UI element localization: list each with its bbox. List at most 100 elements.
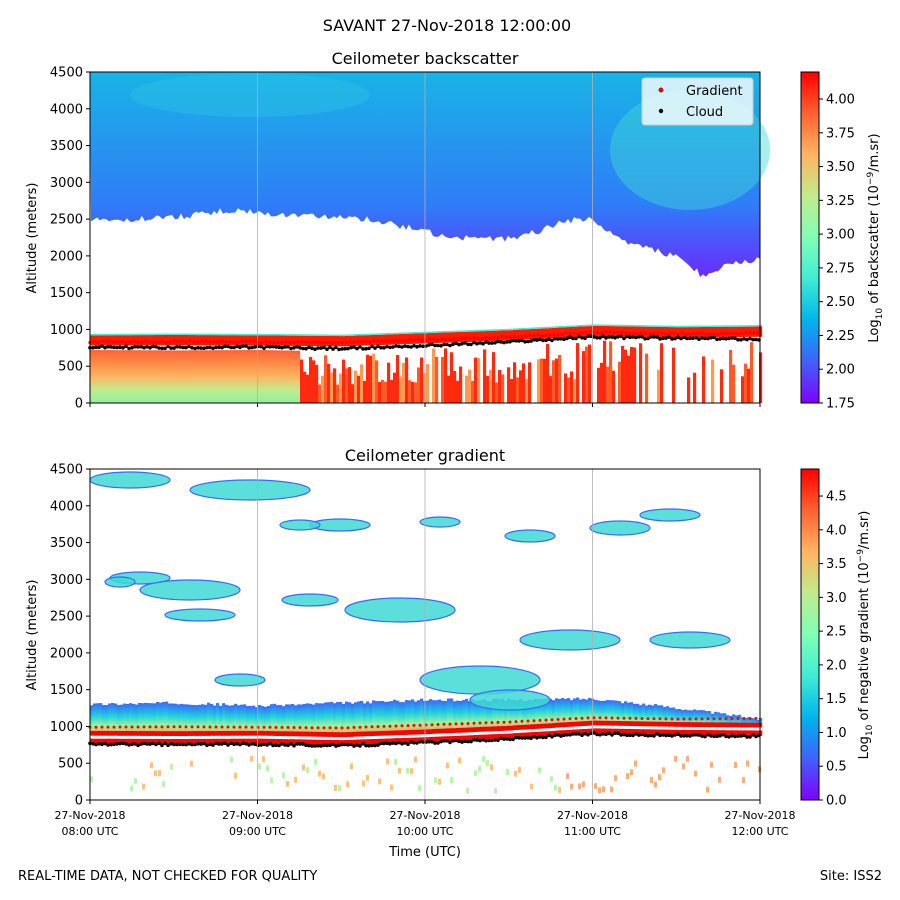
gradient-gap <box>207 735 211 739</box>
gradient-gap <box>255 735 259 739</box>
gradient-marker <box>700 717 704 721</box>
gradient-marker <box>676 332 680 336</box>
cloud-marker <box>295 742 299 746</box>
cloud-marker <box>121 741 125 746</box>
colorbar-tick-label: 3.25 <box>826 194 855 209</box>
gradient-marker <box>172 725 176 729</box>
cloud-marker <box>229 741 233 746</box>
cloud-marker <box>142 741 146 746</box>
aerosol-layer-band <box>102 335 106 346</box>
layer-top-edge <box>234 333 238 336</box>
gradient-marker <box>730 717 734 721</box>
gradient-layer-column <box>351 703 355 746</box>
aerosol-layer-band <box>756 326 760 337</box>
gradient-gap <box>342 737 346 741</box>
layer-top-edge <box>339 334 343 337</box>
boundary-layer-column <box>759 352 763 403</box>
gradient-layer-column <box>141 703 145 745</box>
upper-cloud-patch <box>281 593 339 607</box>
layer-top-edge <box>267 333 271 336</box>
gradient-gap <box>645 726 649 730</box>
cloud-marker <box>97 345 101 350</box>
cloud-marker <box>658 733 662 738</box>
colorbar-tick-label: 2.25 <box>826 329 855 344</box>
boundary-layer-column <box>435 356 439 403</box>
x-tick-label-date: 27-Nov-2018 <box>724 809 795 822</box>
cloud-marker <box>406 742 410 746</box>
boundary-layer-column <box>660 343 664 403</box>
lower-gradient-return <box>482 756 485 762</box>
gradient-gap <box>267 735 271 739</box>
cloud-marker <box>583 336 587 341</box>
gradient-marker <box>116 339 120 344</box>
gradient-layer-column <box>186 704 190 745</box>
gradient-marker <box>624 331 628 335</box>
gradient-marker <box>144 339 148 343</box>
boundary-layer-column <box>240 350 244 403</box>
gradient-marker <box>742 717 746 720</box>
gradient-layer-column <box>276 705 280 745</box>
lower-gradient-return <box>686 755 689 762</box>
cloud-marker <box>679 734 683 738</box>
boundary-layer-column <box>135 350 139 403</box>
gradient-layer-column <box>120 704 124 745</box>
gradient-gap <box>528 729 532 733</box>
gradient-gap <box>210 735 214 739</box>
gradient-marker <box>604 716 608 720</box>
cloud-marker <box>397 740 401 745</box>
gradient-marker <box>286 725 290 729</box>
cloud-marker <box>727 735 731 739</box>
boundary-layer-column <box>495 382 499 403</box>
boundary-layer-column <box>228 350 232 403</box>
gradient-marker <box>304 726 308 730</box>
boundary-layer-column <box>393 372 397 403</box>
cloud-marker <box>388 741 392 746</box>
cloud-marker <box>547 337 551 342</box>
x-tick-label-date: 27-Nov-2018 <box>389 809 460 822</box>
gradient-plot-area <box>88 471 763 794</box>
cloud-marker <box>565 336 569 341</box>
boundary-layer-column <box>327 363 331 403</box>
cloud-marker <box>304 346 308 351</box>
cloud-marker <box>343 742 347 747</box>
gradient-gap <box>564 727 568 731</box>
boundary-layer-column <box>345 368 349 403</box>
gradient-marker <box>238 725 242 729</box>
gradient-gap <box>453 732 457 736</box>
cloud-marker <box>301 346 305 351</box>
boundary-layer-column <box>498 370 502 403</box>
layer-top-edge <box>735 325 739 327</box>
cloud-marker <box>328 345 332 350</box>
cloud-marker <box>652 734 656 738</box>
gradient-gap <box>279 736 283 739</box>
layer-top-edge <box>402 332 406 334</box>
gradient-layer-column <box>234 703 238 745</box>
gradient-marker <box>208 340 212 344</box>
gradient-gap <box>615 725 619 729</box>
layer-top-edge <box>714 325 718 327</box>
cloud-marker <box>709 335 713 340</box>
gradient-layer-column <box>213 705 217 745</box>
gradient-gap <box>429 734 433 737</box>
lower-gradient-return <box>450 777 453 784</box>
lower-gradient-return <box>650 777 653 783</box>
layer-top-edge <box>123 333 127 336</box>
gradient-gap <box>567 726 571 730</box>
layer-top-edge <box>327 334 331 336</box>
gradient-gap <box>195 735 199 739</box>
gradient-gap <box>597 725 601 729</box>
boundary-layer-column <box>153 350 157 403</box>
gradient-gap <box>315 736 319 740</box>
boundary-layer-column <box>369 355 373 403</box>
layer-top-edge <box>516 328 520 330</box>
cloud-marker <box>439 344 443 348</box>
gradient-layer-column <box>189 704 193 745</box>
layer-top-edge <box>657 325 661 327</box>
aerosol-layer-band <box>288 335 292 346</box>
gradient-layer-column <box>555 698 559 737</box>
gradient-marker <box>300 340 304 344</box>
cloud-marker <box>277 743 281 748</box>
cloud-marker <box>409 740 413 744</box>
boundary-layer-column <box>219 350 223 403</box>
gradient-layer-column <box>243 704 247 745</box>
